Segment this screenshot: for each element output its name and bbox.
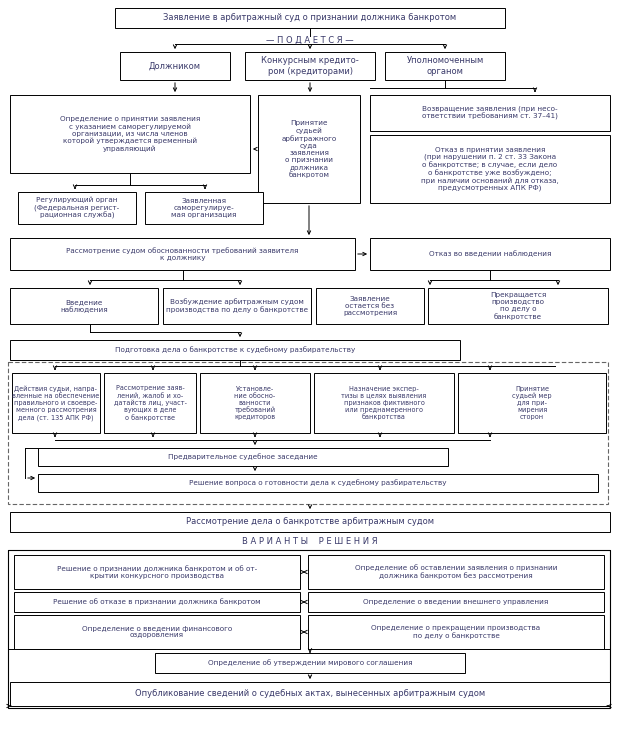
Bar: [12, 373, 100, 433]
Bar: [370, 95, 610, 131]
Text: Предварительное судебное заседание: Предварительное судебное заседание: [168, 453, 318, 461]
Bar: [258, 95, 360, 203]
Text: Принятие
судьей мер
для при-
мирения
сторон: Принятие судьей мер для при- мирения сто…: [512, 386, 552, 420]
Text: Решение о признании должника банкротом и об от-
крытии конкурсного производства: Решение о признании должника банкротом и…: [57, 565, 257, 579]
Bar: [458, 373, 606, 433]
Bar: [115, 8, 505, 28]
Bar: [10, 682, 610, 706]
Bar: [316, 288, 424, 324]
Bar: [120, 52, 230, 80]
Text: Уполномоченным
органом: Уполномоченным органом: [406, 56, 484, 76]
Text: Рассмотрение судом обоснованности требований заявителя
к должнику: Рассмотрение судом обоснованности требов…: [66, 247, 299, 261]
Bar: [163, 288, 311, 324]
Bar: [104, 373, 196, 433]
Text: Определение об утверждении мирового соглашения: Определение об утверждении мирового согл…: [208, 660, 412, 666]
Bar: [38, 448, 448, 466]
Bar: [8, 362, 608, 504]
Bar: [10, 288, 158, 324]
Text: Должником: Должником: [149, 62, 201, 70]
Bar: [308, 592, 604, 612]
Text: Установле-
ние обосно-
ванности
требований
кредиторов: Установле- ние обосно- ванности требован…: [234, 386, 276, 421]
Text: Подготовка дела о банкротстве к судебному разбирательству: Подготовка дела о банкротстве к судебном…: [115, 347, 355, 353]
Bar: [38, 474, 598, 492]
Bar: [308, 555, 604, 589]
Bar: [145, 192, 263, 224]
Bar: [18, 192, 136, 224]
Text: Определение о принятии заявления
с указанием саморегулируемой
организации, из чи: Определение о принятии заявления с указа…: [60, 116, 200, 152]
Bar: [155, 653, 465, 673]
Text: Определение о введении финансового
оздоровления: Определение о введении финансового оздор…: [82, 626, 232, 639]
Bar: [14, 615, 300, 649]
Bar: [200, 373, 310, 433]
Bar: [10, 340, 460, 360]
Bar: [308, 615, 604, 649]
Bar: [14, 555, 300, 589]
Bar: [10, 95, 250, 173]
Text: Рассмотрение дела о банкротстве арбитражным судом: Рассмотрение дела о банкротстве арбитраж…: [186, 517, 434, 527]
Text: Назначение экспер-
тизы в целях выявления
признаков фиктивного
или преднамеренно: Назначение экспер- тизы в целях выявлени…: [342, 386, 427, 421]
Bar: [14, 592, 300, 612]
Text: Возвращение заявления (при несо-
ответствии требованиям ст. 37–41): Возвращение заявления (при несо- ответст…: [422, 105, 558, 120]
Text: Рассмотрение заяв-
лений, жалоб и хо-
датайств лиц, участ-
вующих в деле
о банкр: Рассмотрение заяв- лений, жалоб и хо- да…: [113, 384, 187, 421]
Bar: [245, 52, 375, 80]
Bar: [370, 135, 610, 203]
Bar: [428, 288, 608, 324]
Text: Отказ в принятии заявления
(при нарушении п. 2 ст. 33 Закона
о банкротстве; в сл: Отказ в принятии заявления (при нарушени…: [421, 147, 559, 191]
Bar: [8, 550, 610, 708]
Text: Действия судьи, напра-
вленные на обеспечение
правильного и своевре-
менного рас: Действия судьи, напра- вленные на обеспе…: [12, 385, 100, 421]
Text: Заявление
остается без
рассмотрения: Заявление остается без рассмотрения: [343, 296, 397, 316]
Text: Решение вопроса о готовности дела к судебному разбирательству: Решение вопроса о готовности дела к суде…: [189, 479, 447, 487]
Text: Определение об оставлении заявления о признании
должника банкротом без рассмотре: Определение об оставлении заявления о пр…: [355, 565, 557, 580]
Bar: [10, 238, 355, 270]
Text: Конкурсным кредито-
ром (кредиторами): Конкурсным кредито- ром (кредиторами): [261, 56, 359, 76]
Bar: [10, 512, 610, 532]
Text: Определение о прекращении производства
по делу о банкротстве: Определение о прекращении производства п…: [371, 625, 541, 639]
Text: Принятие
судьей
арбитражного
суда
заявления
о признании
должника
банкротом: Принятие судьей арбитражного суда заявле…: [281, 120, 337, 178]
Bar: [314, 373, 454, 433]
Text: Заявление в арбитражный суд о признании должника банкротом: Заявление в арбитражный суд о признании …: [164, 13, 456, 22]
Text: Заявленная
саморегулируе-
мая организация: Заявленная саморегулируе- мая организаци…: [171, 198, 237, 218]
Bar: [370, 238, 610, 270]
Bar: [385, 52, 505, 80]
Text: Определение о введении внешнего управления: Определение о введении внешнего управлен…: [363, 599, 549, 605]
Text: В А Р И А Н Т Ы    Р Е Ш Е Н И Я: В А Р И А Н Т Ы Р Е Ш Е Н И Я: [242, 537, 378, 547]
Text: Опубликование сведений о судебных актах, вынесенных арбитражным судом: Опубликование сведений о судебных актах,…: [135, 689, 485, 698]
Text: Решение об отказе в признании должника банкротом: Решение об отказе в признании должника б…: [53, 599, 261, 605]
Text: Введение
наблюдения: Введение наблюдения: [60, 299, 108, 313]
Text: — П О Д А Е Т С Я —: — П О Д А Е Т С Я —: [266, 36, 354, 45]
Text: Отказ во введении наблюдения: Отказ во введении наблюдения: [429, 251, 551, 257]
Text: Прекращается
производство
по делу о
банкротстве: Прекращается производство по делу о банк…: [490, 292, 546, 320]
Text: Регулирующий орган
(Федеральная регист-
рационная служба): Регулирующий орган (Федеральная регист- …: [34, 197, 120, 219]
Text: Возбуждение арбитражным судом
производства по делу о банкротстве: Возбуждение арбитражным судом производст…: [166, 298, 308, 313]
